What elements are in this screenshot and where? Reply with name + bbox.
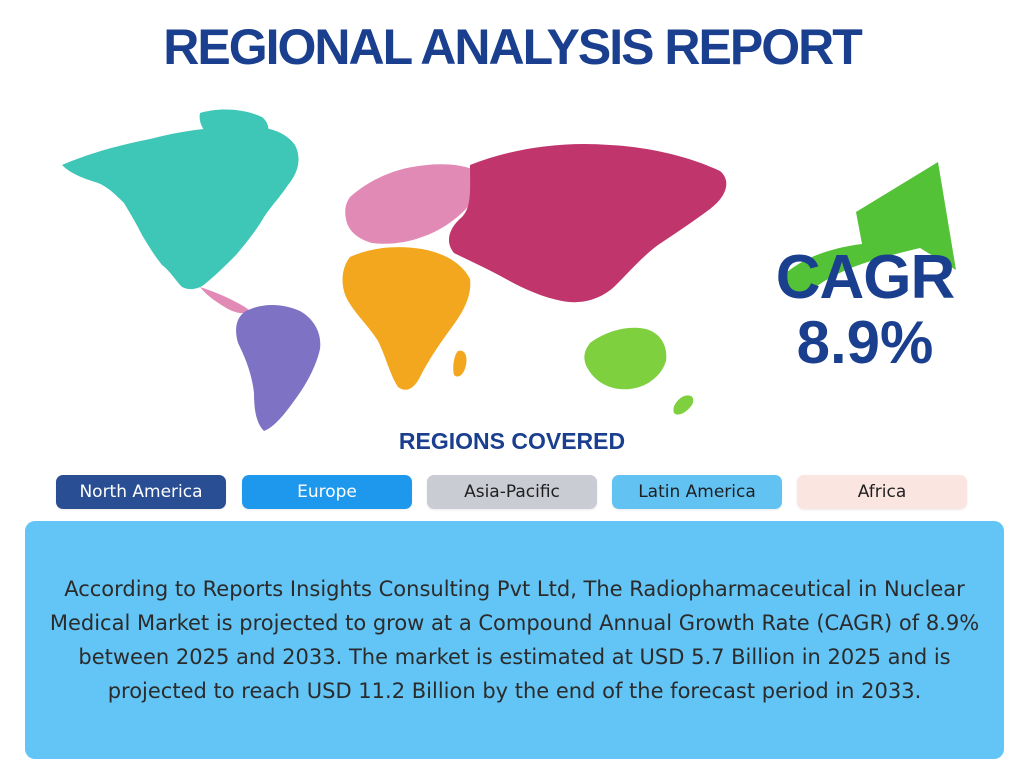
regions-heading: REGIONS COVERED [398,428,626,454]
world-map [62,109,727,431]
region-pill-africa: Africa [797,475,967,509]
cagr-label: CAGR [775,243,956,312]
region-pills: North America Europe Asia-Pacific Latin … [56,475,968,511]
region-pill-latin-america: Latin America [612,475,782,509]
region-pill-europe: Europe [242,475,412,509]
region-pill-asia-pacific: Asia-Pacific [427,475,597,509]
asia-region [448,143,727,303]
summary-box: According to Reports Insights Consulting… [25,521,1004,759]
oceania-region [584,327,694,415]
north-america-region [62,109,299,290]
cagr-callout: CAGR 8.9% [760,160,970,390]
africa-region [342,247,471,390]
cagr-value: 8.9% [796,309,934,376]
summary-text: According to Reports Insights Consulting… [49,577,980,703]
europe-region [345,164,477,244]
page-title: REGIONAL ANALYSIS REPORT [163,19,862,75]
south-america-region [236,305,321,431]
growth-arrow-icon [778,162,956,294]
central-america-region [200,287,250,314]
region-pill-north-america: North America [56,475,226,509]
